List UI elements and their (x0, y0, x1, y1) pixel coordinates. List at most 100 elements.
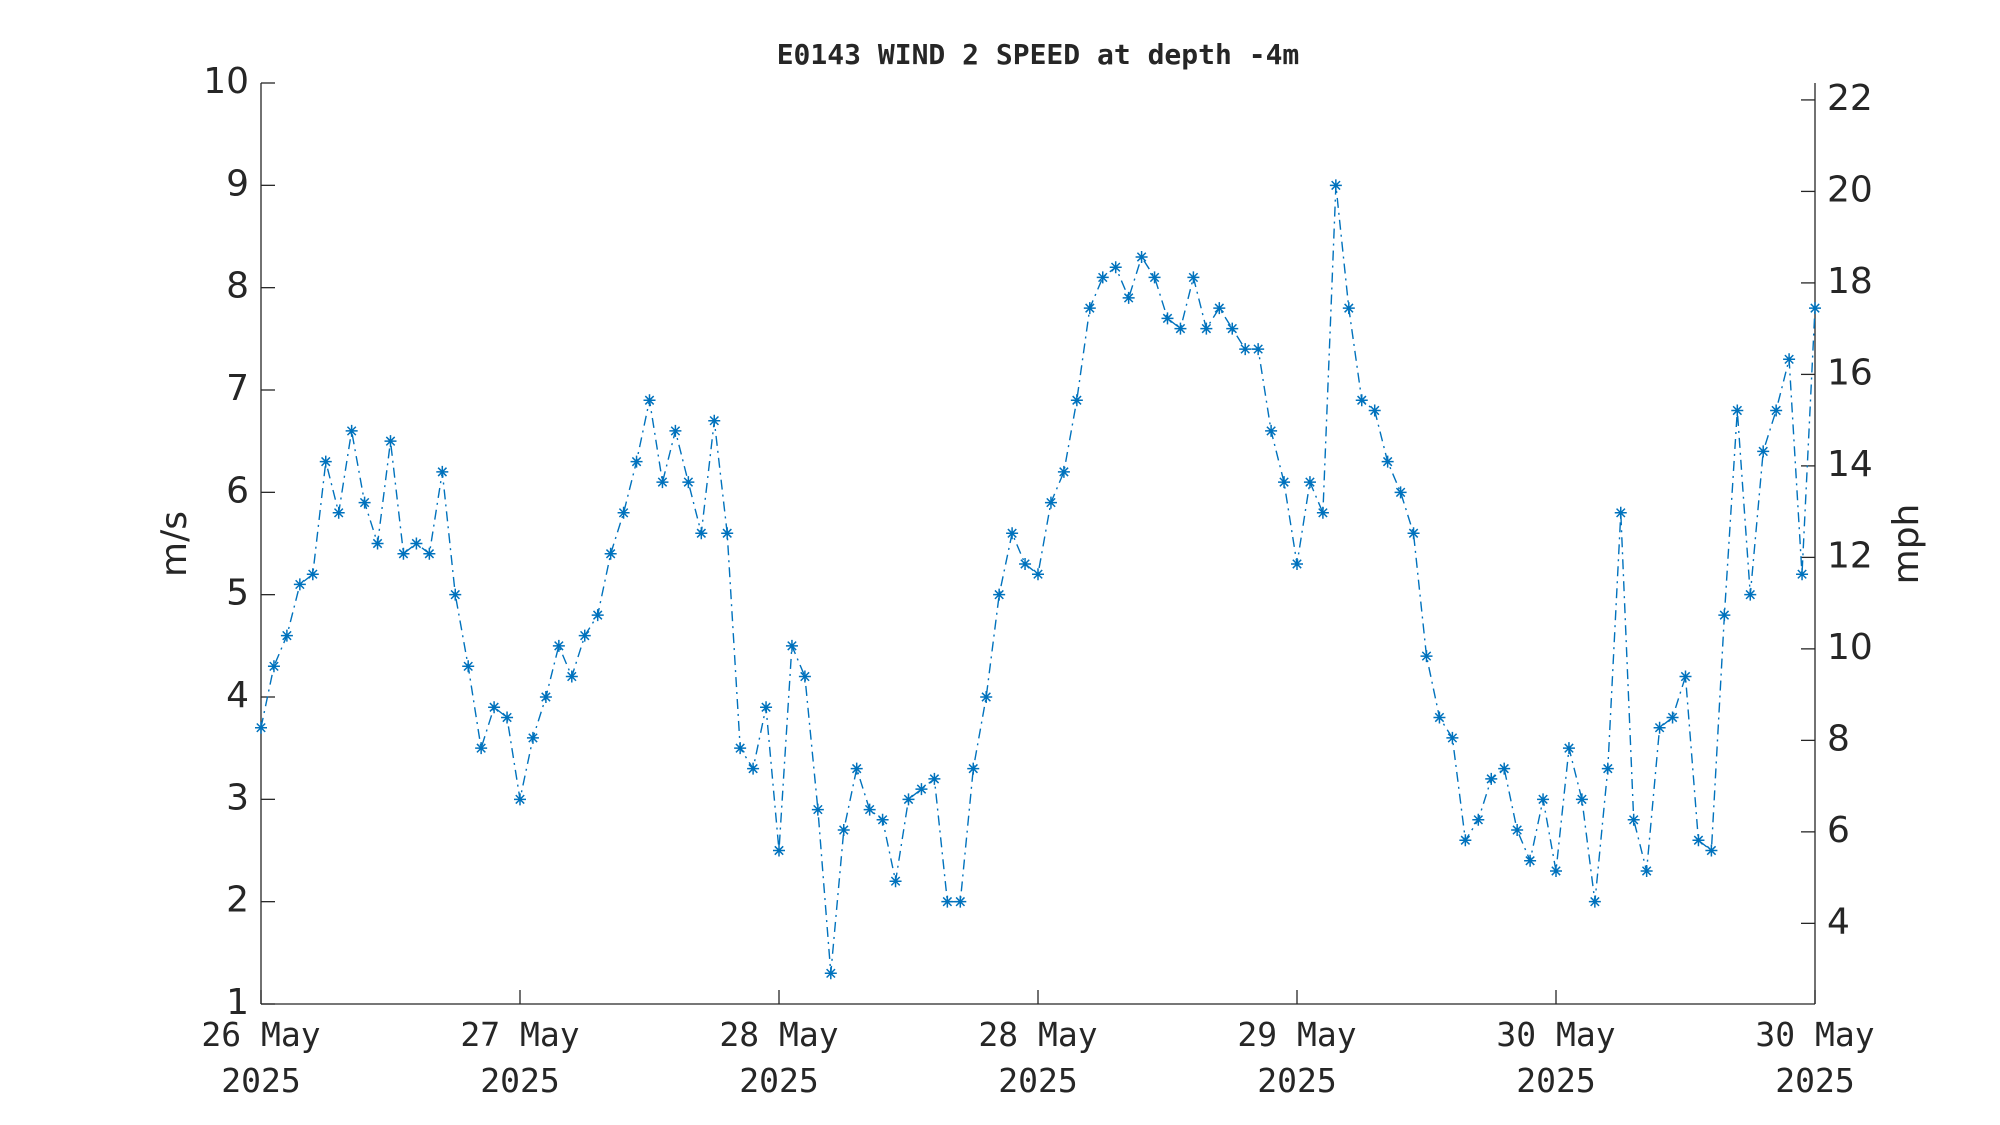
marker (1588, 895, 1601, 908)
marker (1329, 179, 1342, 192)
marker (1148, 271, 1161, 284)
marker (1627, 813, 1640, 826)
marker (578, 629, 591, 642)
y2-tick-label: 16 (1827, 352, 1873, 393)
marker (1666, 711, 1679, 724)
marker (345, 424, 358, 437)
marker (1679, 670, 1692, 683)
marker (539, 691, 552, 703)
marker (954, 895, 967, 908)
marker (1316, 506, 1329, 519)
marker (967, 762, 980, 775)
marker (682, 476, 695, 489)
marker (358, 496, 371, 509)
marker (785, 639, 798, 652)
marker (695, 527, 708, 540)
y2-tick-label: 6 (1827, 810, 1850, 851)
marker (1433, 711, 1446, 724)
marker (993, 588, 1006, 601)
marker (1057, 465, 1070, 478)
marker (1368, 404, 1381, 417)
marker (1472, 813, 1485, 826)
marker (656, 476, 669, 489)
marker (1757, 445, 1770, 458)
chart-title: E0143 WIND 2 SPEED at depth -4m (777, 38, 1300, 71)
marker (1562, 742, 1575, 755)
marker (280, 629, 293, 642)
marker (604, 547, 617, 560)
marker (397, 547, 410, 560)
y2-axis-label: mph (1886, 504, 1927, 585)
marker (928, 772, 941, 785)
y-tick-label: 8 (226, 266, 249, 307)
marker (760, 701, 773, 714)
marker (1096, 271, 1109, 284)
marker (1420, 650, 1433, 663)
marker (1718, 609, 1731, 622)
x-tick-label: 30 May 2025 (1755, 1015, 1874, 1100)
marker (747, 762, 760, 775)
marker (526, 731, 539, 744)
y-tick-label: 6 (226, 470, 249, 511)
marker (1511, 824, 1524, 837)
marker (384, 435, 397, 448)
marker (1135, 250, 1148, 263)
y-tick-label: 9 (226, 163, 249, 204)
marker (1796, 568, 1809, 581)
marker (1200, 322, 1213, 335)
marker (863, 803, 876, 816)
marker (941, 895, 954, 908)
y2-tick-label: 22 (1827, 78, 1873, 119)
marker (1213, 302, 1226, 315)
y2-tick-label: 8 (1827, 718, 1850, 759)
marker (1601, 762, 1614, 775)
marker (811, 803, 824, 816)
y-tick-label: 2 (226, 880, 249, 921)
marker (824, 967, 837, 980)
marker (591, 609, 604, 622)
marker (1783, 353, 1796, 366)
marker (449, 588, 462, 601)
x-tick-label: 27 May 2025 (460, 1015, 579, 1100)
marker (1044, 496, 1057, 509)
marker (1744, 588, 1757, 601)
marker (1446, 731, 1459, 744)
marker (850, 762, 863, 775)
marker (1032, 568, 1044, 581)
marker (1187, 271, 1200, 284)
y2-tick-label: 14 (1827, 444, 1873, 485)
marker (1770, 404, 1783, 417)
y2-tick-label: 4 (1827, 901, 1850, 942)
marker (306, 568, 319, 581)
marker (617, 506, 630, 519)
marker (915, 783, 928, 796)
marker (1692, 834, 1705, 847)
marker (501, 711, 514, 724)
marker (1485, 772, 1498, 785)
marker (1252, 343, 1265, 356)
y-axis-label: m/s (154, 511, 195, 577)
marker (514, 793, 526, 806)
marker (1575, 793, 1588, 806)
marker (1524, 854, 1537, 867)
marker (1705, 844, 1718, 857)
marker (1653, 721, 1666, 734)
y-tick-label: 1 (226, 982, 249, 1023)
marker (565, 670, 578, 683)
marker (423, 547, 436, 560)
marker (1161, 312, 1174, 325)
marker (889, 875, 902, 888)
marker (798, 670, 811, 683)
marker (1459, 834, 1472, 847)
marker (488, 701, 501, 714)
marker (1550, 864, 1562, 877)
marker (721, 527, 734, 540)
marker (332, 506, 345, 519)
x-tick-label: 28 May 2025 (719, 1015, 838, 1100)
y2-tick-label: 10 (1827, 627, 1873, 668)
marker (876, 813, 889, 826)
marker (837, 824, 850, 837)
marker (1342, 302, 1355, 315)
